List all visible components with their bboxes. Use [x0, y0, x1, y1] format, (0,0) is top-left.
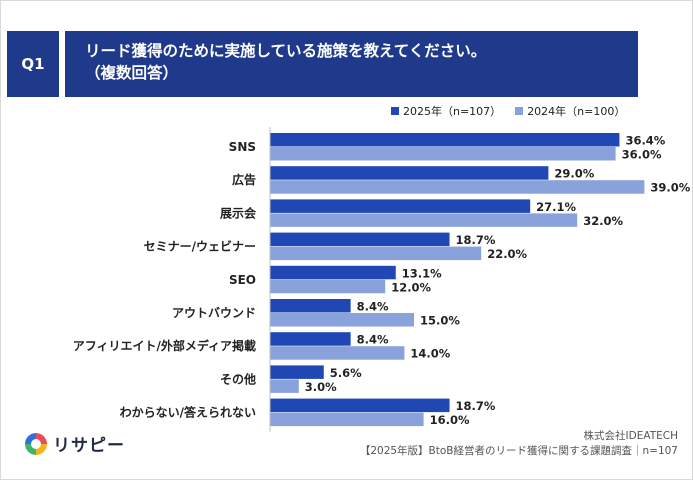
- legend-item-2025: 2025年（n=107）: [391, 103, 501, 119]
- value-label: 36.0%: [622, 148, 662, 162]
- value-label: 18.7%: [456, 233, 496, 247]
- bar-2025: [270, 166, 549, 180]
- value-label: 39.0%: [650, 181, 690, 195]
- bar-2025: [270, 265, 396, 280]
- category-label: SNS: [229, 140, 256, 154]
- bar-2025: [270, 398, 450, 413]
- brand-logo-text: リサピー: [53, 436, 125, 456]
- value-label: 29.0%: [554, 167, 594, 181]
- bar-2024: [270, 412, 424, 427]
- value-label: 14.0%: [410, 347, 450, 361]
- bar-2024: [270, 313, 414, 327]
- question-badge: Q1: [7, 31, 59, 97]
- legend-label-2024: 2024年（n=100）: [527, 105, 626, 118]
- bar-2025: [270, 299, 351, 313]
- category-label: アフィリエイト/外部メディア掲載: [73, 338, 256, 353]
- legend-swatch-2024: [515, 107, 524, 115]
- brand-logo-icon: [25, 432, 47, 455]
- brand-logo: リサピー: [25, 431, 125, 456]
- value-label: 8.4%: [357, 333, 389, 347]
- value-label: 18.7%: [456, 399, 496, 413]
- bar-2025: [270, 232, 450, 247]
- question-title-line2: （複数回答）: [85, 64, 179, 82]
- value-label: 16.0%: [430, 413, 470, 427]
- legend-label-2025: 2025年（n=107）: [403, 105, 502, 118]
- bar-2024: [270, 213, 578, 227]
- legend-item-2024: 2024年（n=100）: [515, 103, 625, 119]
- category-label: セミナー/ウェビナー: [144, 239, 256, 254]
- bar-2024: [270, 246, 482, 261]
- value-label: 22.0%: [487, 247, 527, 261]
- value-label: 8.4%: [357, 300, 389, 314]
- category-label: わからない/答えられない: [120, 405, 256, 420]
- bar-2024: [270, 279, 386, 294]
- bar-2025: [270, 199, 531, 213]
- bar-2024: [270, 180, 645, 194]
- bar-2025: [270, 365, 324, 379]
- question-title: リード獲得のために実施している施策を教えてください。 （複数回答）: [65, 31, 638, 97]
- bar-2024: [270, 379, 299, 393]
- value-label: 27.1%: [536, 200, 576, 214]
- bar-2025: [270, 133, 620, 147]
- value-label: 5.6%: [330, 366, 362, 380]
- value-label: 15.0%: [420, 314, 460, 328]
- category-label: SEO: [229, 273, 256, 287]
- chart-legend: 2025年（n=107） 2024年（n=100）: [391, 103, 625, 119]
- question-title-line1: リード獲得のために実施している施策を教えてください。: [85, 42, 487, 60]
- legend-swatch-2025: [391, 107, 399, 115]
- category-label: 広告: [232, 172, 256, 187]
- category-label: 展示会: [220, 205, 257, 220]
- bar-2025: [270, 332, 351, 346]
- value-label: 36.4%: [625, 134, 665, 148]
- footer-company: 株式会社IDEATECH: [583, 430, 678, 442]
- category-label: アウトバウンド: [172, 306, 256, 320]
- footer-survey: 【2025年版】BtoB経営者のリード獲得に関する課題調査｜n=107: [359, 445, 678, 457]
- value-label: 32.0%: [583, 214, 623, 228]
- value-label: 13.1%: [402, 266, 442, 280]
- value-label: 12.0%: [391, 280, 431, 294]
- bar-2024: [270, 147, 616, 161]
- value-label: 3.0%: [305, 380, 337, 394]
- bar-2024: [270, 346, 405, 360]
- category-label: その他: [220, 371, 256, 386]
- footer-credit: 株式会社IDEATECH 【2025年版】BtoB経営者のリード獲得に関する課題…: [360, 429, 678, 459]
